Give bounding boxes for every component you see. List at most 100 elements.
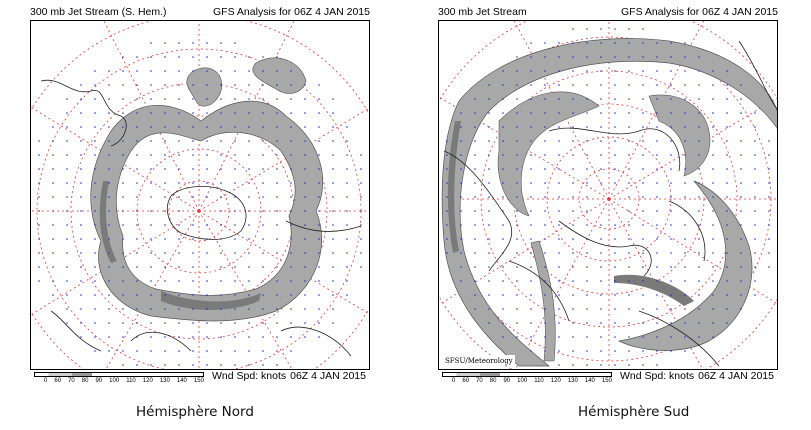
wind-dot <box>488 112 490 114</box>
wind-dot <box>530 84 532 86</box>
wind-dot <box>80 140 82 142</box>
wind-dot <box>108 308 110 310</box>
wind-dot <box>164 322 166 324</box>
wind-dot <box>220 98 222 100</box>
wind-dot <box>318 182 320 184</box>
wind-dot <box>38 210 40 212</box>
jet-stream-map <box>30 20 370 370</box>
wind-dot <box>220 322 222 324</box>
wind-dot <box>276 154 278 156</box>
wind-dot <box>670 98 672 100</box>
wind-dot <box>136 168 138 170</box>
wind-dot <box>502 266 504 268</box>
wind-dot <box>754 196 756 198</box>
wind-dot <box>66 252 68 254</box>
wind-dot <box>670 140 672 142</box>
analysis-label: GFS Analysis for 06Z 4 JAN 2015 <box>213 6 370 18</box>
wind-dot <box>488 210 490 212</box>
wind-dot <box>248 322 250 324</box>
wind-dot <box>220 112 222 114</box>
wind-dot <box>586 350 588 352</box>
wind-dot <box>332 140 334 142</box>
wind-dot <box>108 196 110 198</box>
wind-dot <box>628 126 630 128</box>
wind-dot <box>220 168 222 170</box>
wind-dot <box>304 182 306 184</box>
wind-dot <box>670 126 672 128</box>
wind-dot <box>488 98 490 100</box>
wind-dot <box>234 154 236 156</box>
wind-dot <box>38 140 40 142</box>
wind-dot <box>586 196 588 198</box>
wind-dot <box>206 140 208 142</box>
wind-dot <box>346 182 348 184</box>
wind-dot <box>290 252 292 254</box>
wind-dot <box>94 294 96 296</box>
wind-dot <box>530 154 532 156</box>
legend-ticks: 0 60 70 80 90 100 110 120 130 140 150 <box>44 378 204 384</box>
wind-dot <box>360 252 362 254</box>
wind-dot <box>698 168 700 170</box>
wind-dot <box>558 56 560 58</box>
wind-dot <box>754 154 756 156</box>
wind-dot <box>332 168 334 170</box>
legend-date: 06Z 4 JAN 2015 <box>698 370 774 382</box>
wind-dot <box>178 322 180 324</box>
wind-dot <box>262 168 264 170</box>
wind-dot <box>122 266 124 268</box>
wind-dot <box>488 308 490 310</box>
wind-dot <box>178 336 180 338</box>
wind-dot <box>94 238 96 240</box>
wind-dot <box>544 42 546 44</box>
wind-dot <box>768 154 770 156</box>
wind-dot <box>642 140 644 142</box>
wind-dot <box>628 266 630 268</box>
wind-dot <box>164 364 166 366</box>
wind-dot <box>600 126 602 128</box>
wind-dot <box>698 126 700 128</box>
wind-dot <box>698 252 700 254</box>
wind-dot <box>332 294 334 296</box>
wind-dot <box>248 350 250 352</box>
wind-dot <box>234 350 236 352</box>
wind-dot <box>66 322 68 324</box>
wind-dot <box>262 308 264 310</box>
wind-dot <box>206 154 208 156</box>
wind-dot <box>726 126 728 128</box>
wind-dot <box>136 322 138 324</box>
wind-dot <box>740 224 742 226</box>
wind-dot <box>530 56 532 58</box>
wind-dot <box>572 294 574 296</box>
wind-dot <box>136 126 138 128</box>
wind-dot <box>712 154 714 156</box>
wind-dot <box>220 224 222 226</box>
wind-dot <box>726 84 728 86</box>
wind-dot <box>178 224 180 226</box>
wind-dot <box>768 140 770 142</box>
wind-dot <box>276 308 278 310</box>
wind-dot <box>234 224 236 226</box>
wind-dot <box>474 238 476 240</box>
wind-dot <box>66 294 68 296</box>
wind-dot <box>614 308 616 310</box>
wind-dot <box>670 168 672 170</box>
wind-dot <box>234 266 236 268</box>
wind-dot <box>642 294 644 296</box>
wind-dot <box>150 182 152 184</box>
wind-dot <box>516 112 518 114</box>
wind-dot <box>290 336 292 338</box>
wind-dot <box>712 294 714 296</box>
wind-dot <box>754 238 756 240</box>
wind-dot <box>192 266 194 268</box>
wind-dot <box>516 140 518 142</box>
wind-dot <box>502 70 504 72</box>
wind-dot <box>740 112 742 114</box>
wind-dot <box>192 84 194 86</box>
wind-dot <box>346 238 348 240</box>
wind-dot <box>234 140 236 142</box>
wind-dot <box>262 350 264 352</box>
wind-dot <box>164 70 166 72</box>
wind-dot <box>234 112 236 114</box>
wind-dot <box>586 126 588 128</box>
wind-dot <box>446 168 448 170</box>
